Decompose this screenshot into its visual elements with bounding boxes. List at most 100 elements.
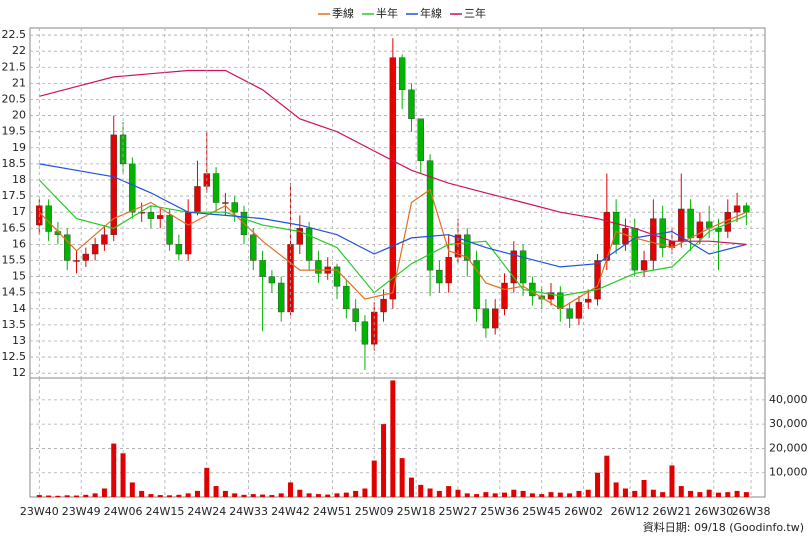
volume-bar <box>678 486 684 497</box>
volume-bar <box>595 472 601 497</box>
volume-bar <box>688 490 694 497</box>
candle-body <box>473 260 480 309</box>
x-tick-label: 26W12 <box>611 505 650 518</box>
volume-bar <box>194 490 200 497</box>
x-tick-label: 24W33 <box>229 505 268 518</box>
volume-bar <box>743 492 749 497</box>
candle-body <box>436 269 443 284</box>
y-tick-label: 15 <box>12 270 26 283</box>
volume-bar <box>232 493 238 497</box>
candle-body <box>519 250 527 284</box>
candle-body <box>259 260 266 277</box>
volume-bar <box>632 490 638 497</box>
ma-line <box>38 188 747 310</box>
x-tick-label: 25W18 <box>397 505 436 518</box>
candle-body <box>110 134 117 235</box>
candle-body <box>594 260 601 300</box>
candle-body <box>175 244 183 255</box>
y-tick-label: 14.5 <box>2 286 27 299</box>
footer: 資料日期: 09/18 (Goodinfo.tw) <box>643 520 804 534</box>
y-tick-label: 21.5 <box>2 60 27 73</box>
candle-body <box>91 244 99 255</box>
y-tick-label: 13 <box>12 334 26 347</box>
candle-body <box>147 211 155 219</box>
volume-bar <box>157 495 163 497</box>
candle-body <box>315 260 322 274</box>
candle-body <box>45 205 52 232</box>
x-tick-label: 24W42 <box>271 505 310 518</box>
volume-bar <box>334 493 340 497</box>
x-tick-label: 24W24 <box>187 505 226 518</box>
candle-body <box>64 234 71 261</box>
volume-bar <box>343 492 349 497</box>
x-tick-label: 23W40 <box>20 505 59 518</box>
candle-body <box>482 308 490 329</box>
candle-body <box>82 253 90 261</box>
volume-bar <box>278 493 284 497</box>
volume-bar <box>408 477 414 497</box>
y-tick-label: 18 <box>12 173 26 186</box>
y-tick-label: 16.5 <box>2 221 27 234</box>
candle-body <box>287 244 294 313</box>
volume-bar <box>501 492 507 497</box>
volume-bar <box>474 494 480 497</box>
x-tick-label: 26W21 <box>653 505 692 518</box>
candle-body <box>575 302 583 319</box>
candle-body <box>305 228 313 261</box>
y-tick-label: 20 <box>12 109 26 122</box>
candle-body <box>157 215 164 219</box>
candle-body <box>491 308 499 329</box>
volume-bar <box>148 494 154 497</box>
legend-label: 三年 <box>464 6 486 20</box>
candle-body <box>510 250 517 284</box>
ma-line <box>39 163 747 268</box>
candle-body <box>389 57 397 300</box>
volume-bar <box>464 493 470 497</box>
candle-body <box>380 298 387 313</box>
volume-bar <box>353 490 359 497</box>
volume-bar <box>64 495 70 497</box>
candle-body <box>268 276 276 284</box>
volume-bar <box>176 494 182 497</box>
volume-bar <box>362 488 368 497</box>
volume-bar <box>185 493 191 497</box>
volume-bar <box>650 489 656 497</box>
candle-body <box>398 57 406 91</box>
x-tick-label: 24W15 <box>145 505 184 518</box>
volume-bar <box>306 493 312 497</box>
volume-bar <box>539 494 545 497</box>
y-tick-label: 22 <box>12 44 26 57</box>
candle-body <box>278 282 285 313</box>
y-tick-label: 19 <box>12 141 26 154</box>
volume-bar <box>46 495 52 497</box>
x-tick-label: 25W45 <box>522 505 561 518</box>
volume-bar <box>260 494 266 497</box>
x-tick-label: 26W38 <box>732 505 771 518</box>
y-tick-label: 12 <box>12 366 26 379</box>
candle-body <box>184 211 192 255</box>
volume-bar <box>222 490 228 497</box>
x-tick-label: 26W02 <box>564 505 603 518</box>
volume-bar <box>92 493 98 497</box>
candle-body <box>231 202 238 213</box>
volume-bar <box>669 465 675 497</box>
volume-bar <box>455 489 461 497</box>
candle-body <box>612 211 620 245</box>
volume-bar <box>129 482 135 497</box>
y-tick-label: 30,000 <box>769 417 808 430</box>
candle-body <box>640 260 648 271</box>
volume-bar <box>167 495 173 497</box>
candle-body <box>501 282 508 309</box>
volume-bar <box>315 494 321 497</box>
volume-bar <box>483 492 489 497</box>
volume-bar <box>520 490 526 497</box>
candle-body <box>343 286 350 309</box>
volume-bar <box>585 489 591 497</box>
x-tick-label: 25W27 <box>439 505 478 518</box>
volume-bar <box>567 493 573 497</box>
volume-bar <box>604 455 610 497</box>
y-tick-label: 18.5 <box>2 157 27 170</box>
candle-body <box>743 205 750 213</box>
x-tick-label: 24W51 <box>313 505 352 518</box>
